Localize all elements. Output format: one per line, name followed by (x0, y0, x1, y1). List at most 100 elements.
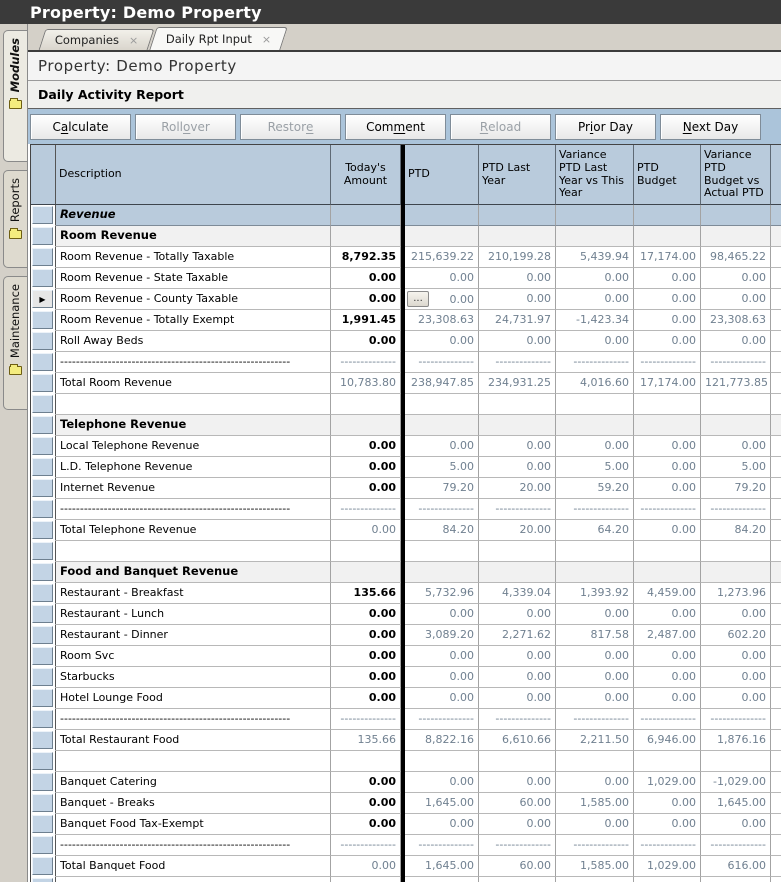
table-row: Internet Revenue 0.00 79.20 20.00 59.20 0.00 7… (31, 478, 781, 499)
close-tab-icon[interactable]: × (129, 34, 139, 47)
column-divider (401, 331, 405, 352)
cell-variance-ptd-last-year: 5,439.94 (556, 247, 634, 268)
row-selector[interactable] (32, 626, 53, 644)
row-selector[interactable] (32, 563, 53, 581)
cell-todays-amount[interactable]: 0.00 (331, 436, 401, 457)
row-selector[interactable] (32, 878, 53, 882)
cell-ptd: 0.00 (405, 646, 479, 667)
column-divider (401, 688, 405, 709)
cell-variance-ptd-last-year: 64.20 (556, 520, 634, 541)
row-selector[interactable]: ▶ (32, 290, 53, 308)
cell-todays-amount[interactable]: 0.00 (331, 478, 401, 499)
row-selector[interactable] (32, 395, 53, 413)
sidebar-tab-maintenance[interactable]: Maintenance (3, 276, 27, 410)
row-selector[interactable] (32, 794, 53, 812)
row-selector[interactable] (32, 542, 53, 560)
cell-todays-amount[interactable]: 0.00 (331, 688, 401, 709)
cell-todays-amount[interactable]: 0.00 (331, 331, 401, 352)
cell-todays-amount[interactable]: 135.66 (331, 583, 401, 604)
table-row: Food and Banquet Revenue (31, 562, 781, 583)
row-selector[interactable] (32, 521, 53, 539)
cell-todays-amount (331, 877, 401, 882)
cell-todays-amount[interactable]: 0.00 (331, 289, 401, 310)
cell-todays-amount[interactable]: 1,991.45 (331, 310, 401, 331)
row-selector[interactable] (32, 437, 53, 455)
row-selector[interactable] (32, 311, 53, 329)
row-selector[interactable] (32, 248, 53, 266)
row-selector-cell (31, 562, 56, 583)
cell-spacer (771, 625, 781, 646)
row-selector-cell (31, 877, 56, 882)
close-tab-icon[interactable]: × (262, 33, 272, 46)
table-row: ----------------------------------------… (31, 499, 781, 520)
cell-todays-amount[interactable]: 0.00 (331, 793, 401, 814)
row-selector[interactable] (32, 668, 53, 686)
row-selector[interactable] (32, 269, 53, 287)
cell-description: Roll Away Beds (56, 331, 331, 352)
row-selector[interactable] (32, 710, 53, 728)
ellipsis-editor-button[interactable]: ... (407, 291, 429, 307)
row-selector[interactable] (32, 857, 53, 875)
row-selector[interactable] (32, 374, 53, 392)
cell-todays-amount[interactable]: 0.00 (331, 268, 401, 289)
cell-todays-amount[interactable]: 0.00 (331, 772, 401, 793)
cell-ptd: 0.00 (405, 688, 479, 709)
cell-todays-amount[interactable]: 0.00 (331, 814, 401, 835)
table-row: Room Svc 0.00 0.00 0.00 0.00 0.00 0.00 (31, 646, 781, 667)
cell-ptd: 23,308.63 (405, 310, 479, 331)
tab-label: Daily Rpt Input (166, 32, 253, 46)
row-selector[interactable] (32, 227, 53, 245)
row-selector[interactable] (32, 773, 53, 791)
cell-todays-amount[interactable]: 0.00 (331, 625, 401, 646)
cell-spacer (771, 205, 781, 226)
cell-todays-amount[interactable]: 8,792.35 (331, 247, 401, 268)
sidebar-tab-modules[interactable]: Modules (3, 30, 27, 162)
cell-todays-amount: 0.00 (331, 856, 401, 877)
cell-ptd-budget (634, 877, 701, 882)
row-selector[interactable] (32, 458, 53, 476)
row-selector-cell (31, 751, 56, 772)
row-selector[interactable] (32, 584, 53, 602)
cell-description: Banquet Food Tax-Exempt (56, 814, 331, 835)
column-divider (401, 499, 405, 520)
column-divider (401, 583, 405, 604)
tab-daily-rpt-input[interactable]: Daily Rpt Input × (149, 27, 289, 50)
cell-spacer (771, 226, 781, 247)
row-selector[interactable] (32, 647, 53, 665)
row-selector[interactable] (32, 332, 53, 350)
row-selector[interactable] (32, 815, 53, 833)
column-divider (401, 394, 405, 415)
prior-day-button[interactable]: Pr i or Day (555, 113, 656, 140)
row-selector[interactable] (32, 605, 53, 623)
cell-ptd (405, 394, 479, 415)
cell-ptd (405, 226, 479, 247)
row-selector[interactable] (32, 500, 53, 518)
row-selector[interactable] (32, 479, 53, 497)
cell-todays-amount[interactable]: 0.00 (331, 646, 401, 667)
row-selector[interactable] (32, 836, 53, 854)
cell-spacer (771, 772, 781, 793)
comment-button[interactable]: Com m ent (345, 113, 446, 140)
sidebar-tab-reports[interactable]: Reports (3, 170, 27, 268)
row-selector[interactable] (32, 416, 53, 434)
row-selector[interactable] (32, 731, 53, 749)
row-selector[interactable] (32, 206, 53, 224)
cell-ptd-last-year: -------------- (479, 709, 556, 730)
tab-companies[interactable]: Companies × (38, 29, 155, 50)
cell-todays-amount[interactable]: 0.00 (331, 667, 401, 688)
cell-todays-amount: -------------- (331, 499, 401, 520)
row-selector[interactable] (32, 689, 53, 707)
cell-spacer (771, 667, 781, 688)
cell-ptd-budget: 17,174.00 (634, 247, 701, 268)
cell-spacer (771, 562, 781, 583)
cell-ptd-last-year: 0.00 (479, 331, 556, 352)
cell-spacer (771, 247, 781, 268)
cell-todays-amount[interactable]: 0.00 (331, 604, 401, 625)
cell-variance-ptd-budget: 0.00 (701, 289, 771, 310)
row-selector[interactable] (32, 752, 53, 770)
cell-todays-amount[interactable]: 0.00 (331, 457, 401, 478)
sidebar-tab-label: Maintenance (7, 284, 22, 359)
row-selector[interactable] (32, 353, 53, 371)
